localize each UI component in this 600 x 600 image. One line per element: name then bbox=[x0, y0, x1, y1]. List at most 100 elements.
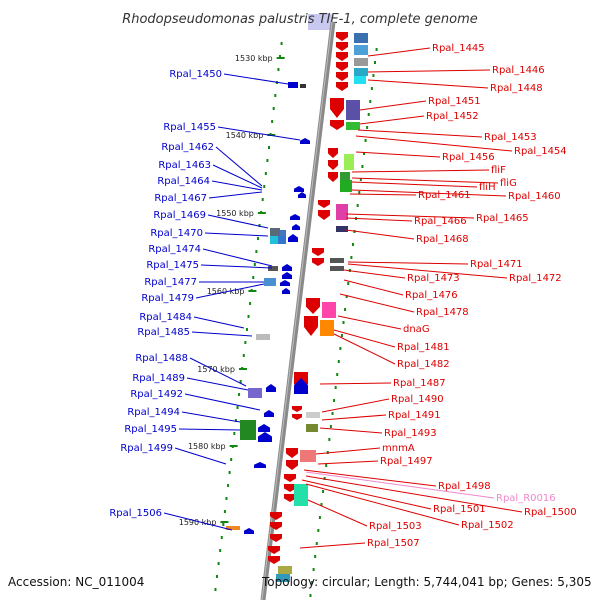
track-dot bbox=[236, 406, 239, 409]
gene-label-right: Rpal_1487 bbox=[393, 378, 446, 389]
leader-line bbox=[349, 193, 417, 196]
track-dot bbox=[372, 74, 375, 77]
track-dot bbox=[344, 308, 347, 311]
gene-label-right: fliF bbox=[491, 165, 506, 176]
leader-line bbox=[204, 232, 269, 237]
gene-label-right: dnaG bbox=[403, 324, 430, 335]
track-dot bbox=[356, 204, 359, 207]
gene-label-right: Rpal_1501 bbox=[433, 504, 486, 515]
leader-line bbox=[321, 398, 390, 413]
leader-line bbox=[202, 248, 273, 267]
track-dot bbox=[216, 575, 219, 578]
leader-line bbox=[367, 47, 431, 57]
track-dot bbox=[342, 321, 345, 324]
feature-layer bbox=[226, 32, 368, 582]
leader-line bbox=[215, 146, 263, 187]
reverse-gene-arrow bbox=[270, 534, 282, 542]
track-dot bbox=[242, 354, 245, 357]
leader-line bbox=[163, 512, 233, 531]
gene-label-left: Rpal_1463 bbox=[158, 160, 211, 171]
track-dot bbox=[336, 373, 339, 376]
track-dot bbox=[233, 432, 236, 435]
gene-label-right: Rpal_1453 bbox=[484, 132, 537, 143]
gene-label-left: Rpal_1467 bbox=[154, 193, 207, 204]
track-dot bbox=[366, 126, 369, 129]
leader-line bbox=[367, 79, 489, 89]
track-dot bbox=[245, 328, 248, 331]
annotation-block bbox=[346, 122, 360, 130]
track-dot bbox=[320, 503, 323, 506]
reverse-gene-arrow bbox=[312, 258, 324, 266]
forward-gene-arrow bbox=[288, 234, 298, 242]
track-dot bbox=[214, 588, 217, 591]
gene-label-left: Rpal_1484 bbox=[139, 312, 192, 323]
gene-label-right: Rpal_1503 bbox=[369, 521, 422, 532]
gene-label-right: Rpal_1472 bbox=[509, 273, 562, 284]
leader-line bbox=[351, 181, 478, 188]
track-dot bbox=[315, 542, 318, 545]
track-dot bbox=[364, 139, 367, 142]
leader-line bbox=[305, 471, 495, 499]
gene-label-left: Rpal_1464 bbox=[157, 176, 210, 187]
reverse-gene-arrow bbox=[292, 406, 302, 412]
leader-line bbox=[193, 316, 245, 329]
gene-label-left: Rpal_1495 bbox=[124, 424, 177, 435]
track-dot bbox=[329, 425, 332, 428]
reverse-gene-arrow bbox=[336, 62, 348, 71]
leader-line bbox=[321, 414, 387, 421]
leader-line bbox=[174, 447, 227, 465]
reverse-gene-arrow bbox=[286, 448, 298, 458]
forward-gene-arrow bbox=[294, 378, 308, 394]
track-dot bbox=[312, 568, 315, 571]
leader-line bbox=[315, 447, 381, 455]
track-dot bbox=[250, 289, 253, 292]
gene-label-right: Rpal_1507 bbox=[367, 538, 420, 549]
leader-line bbox=[317, 460, 379, 465]
track-dot bbox=[369, 100, 372, 103]
leader-line bbox=[319, 382, 392, 385]
annotation-block bbox=[240, 420, 256, 440]
annotation-block bbox=[346, 100, 360, 120]
gene-label-right: Rpal_1493 bbox=[384, 428, 437, 439]
track-dot bbox=[280, 42, 283, 45]
reverse-gene-arrow bbox=[268, 546, 280, 554]
gene-label-left: Rpal_1469 bbox=[153, 210, 206, 221]
reverse-gene-arrow bbox=[328, 172, 338, 182]
kbp-tick-label: 1530 kbp bbox=[235, 54, 273, 63]
leader-line bbox=[189, 357, 247, 387]
label-layer: Rpal_1450 Rpal_1455 Rpal_1462 Rpal_1463 Rpal… bbox=[109, 43, 576, 549]
annotation-block bbox=[330, 266, 344, 271]
leader-line bbox=[359, 115, 425, 125]
track-dot bbox=[264, 172, 267, 175]
annotation-block bbox=[354, 33, 368, 43]
annotation-block bbox=[300, 84, 306, 88]
track-dot bbox=[331, 412, 334, 415]
annotation-block bbox=[276, 574, 290, 582]
track-dot bbox=[256, 237, 259, 240]
leader-line bbox=[339, 293, 415, 313]
leader-line bbox=[345, 213, 475, 219]
forward-gene-arrow bbox=[290, 214, 300, 220]
track-dot bbox=[253, 263, 256, 266]
forward-gene-arrow bbox=[282, 288, 290, 294]
gene-label-right: Rpal_1478 bbox=[416, 307, 469, 318]
forward-gene-arrow bbox=[266, 384, 276, 392]
track-dot bbox=[328, 438, 331, 441]
annotation-block bbox=[306, 424, 318, 432]
leader-line bbox=[212, 164, 263, 189]
annotation-block bbox=[322, 302, 336, 318]
track-dot bbox=[277, 68, 280, 71]
reverse-gene-arrow bbox=[336, 52, 348, 61]
gene-label-right: Rpal_1448 bbox=[490, 83, 543, 94]
track-dot bbox=[244, 341, 247, 344]
reverse-gene-arrow bbox=[304, 316, 318, 336]
leader-line bbox=[357, 129, 483, 138]
gene-label-right: mnmA bbox=[382, 443, 415, 454]
track-dot bbox=[314, 555, 317, 558]
reverse-gene-arrow bbox=[292, 414, 302, 420]
track-dot bbox=[309, 594, 312, 597]
track-dot bbox=[339, 347, 342, 350]
forward-gene-arrow bbox=[244, 528, 254, 534]
reverse-gene-arrow bbox=[330, 120, 344, 130]
gene-label-left: Rpal_1494 bbox=[127, 407, 180, 418]
